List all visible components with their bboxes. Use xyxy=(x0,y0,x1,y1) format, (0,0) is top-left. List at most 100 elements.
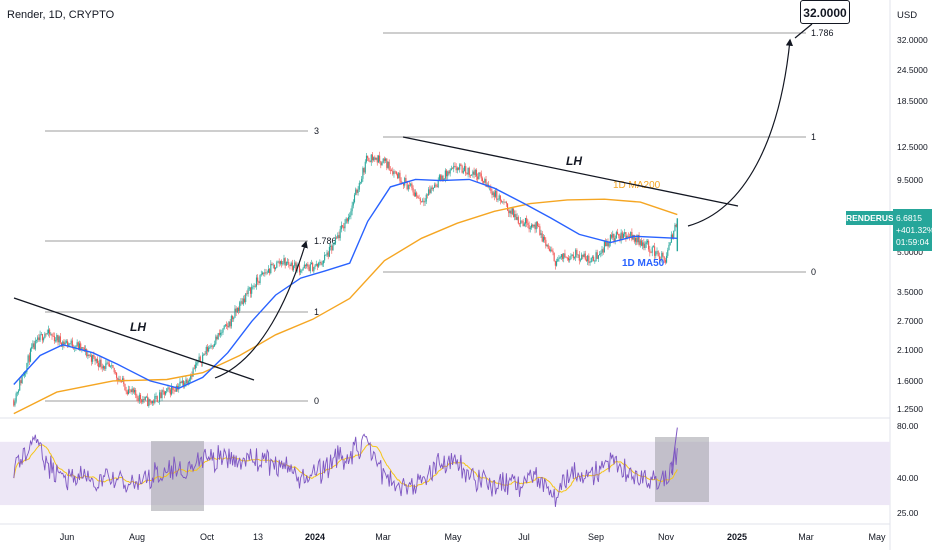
candle-body xyxy=(163,391,165,395)
candle-body xyxy=(171,386,173,395)
candle-body xyxy=(295,262,297,272)
candle-body xyxy=(399,172,401,181)
candle-body xyxy=(622,234,625,238)
candle-body xyxy=(93,355,95,357)
candle-body xyxy=(509,210,511,214)
candle-body xyxy=(116,372,118,378)
candle-body xyxy=(405,177,407,183)
candle-body xyxy=(65,341,67,343)
candle-body xyxy=(550,249,552,251)
candle-body xyxy=(212,346,214,347)
candle-body xyxy=(38,337,40,341)
candle-body xyxy=(651,247,653,253)
candle-body xyxy=(510,210,512,214)
candle-body xyxy=(437,180,439,187)
candle-body xyxy=(469,174,472,176)
candle-body xyxy=(216,336,218,340)
candle-body xyxy=(418,198,420,199)
candle-body xyxy=(453,165,455,169)
candle-body xyxy=(37,337,39,340)
candle-body xyxy=(618,233,620,236)
candle-body xyxy=(434,184,436,188)
candle-body xyxy=(425,194,427,202)
time-tick-label: Mar xyxy=(375,532,391,542)
candle-body xyxy=(326,252,328,255)
candle-body xyxy=(263,272,265,274)
candle-body xyxy=(155,396,157,397)
candle-body xyxy=(71,340,73,347)
candle-body xyxy=(553,252,555,262)
candle-body xyxy=(107,362,109,364)
candle-body xyxy=(435,184,437,186)
candle-body xyxy=(432,187,434,190)
candle-body xyxy=(150,401,152,404)
candle-body xyxy=(279,261,281,264)
price-tick-label: 12.5000 xyxy=(897,142,928,152)
candle-body xyxy=(287,261,289,263)
candle-body xyxy=(41,334,44,341)
candle-body xyxy=(308,266,310,272)
candle-body xyxy=(351,205,353,212)
candle-body xyxy=(457,167,460,170)
candle-body xyxy=(567,257,570,261)
rsi-last-spike xyxy=(670,427,678,474)
candle-body xyxy=(144,396,146,400)
candle-body xyxy=(300,270,302,273)
candle-body xyxy=(460,164,462,166)
price-tick-label: 2.7000 xyxy=(897,316,923,326)
candle-body xyxy=(467,168,469,175)
candle-body xyxy=(585,259,588,262)
candle-body xyxy=(211,345,213,347)
candle-body xyxy=(240,301,242,303)
candle-body xyxy=(230,316,232,327)
fib-label-right: 1 xyxy=(811,132,816,142)
candle-body xyxy=(248,287,250,289)
candle-body xyxy=(484,179,486,183)
candle-body xyxy=(101,366,103,369)
candle-body xyxy=(226,324,228,326)
fib-label-left: 0 xyxy=(314,396,319,406)
candle-body xyxy=(46,333,48,335)
candle-body xyxy=(380,161,382,166)
candle-body xyxy=(394,171,396,173)
candle-body xyxy=(404,177,406,186)
candle-body xyxy=(282,263,284,265)
candle-body xyxy=(64,342,66,345)
candle-body xyxy=(330,245,332,247)
candle-body xyxy=(601,249,603,254)
candle-body xyxy=(57,335,59,343)
candle-body xyxy=(407,185,409,190)
candle-body xyxy=(222,328,224,333)
candle-body xyxy=(359,182,362,184)
candle-body xyxy=(161,390,163,399)
candle-body xyxy=(283,258,285,264)
candle-body xyxy=(285,261,287,266)
candle-body xyxy=(350,211,352,216)
candle-body xyxy=(245,293,247,303)
candle-body xyxy=(474,169,476,175)
candle-body xyxy=(243,298,246,303)
candle-body xyxy=(668,244,670,251)
candle-body xyxy=(32,343,34,347)
candle-body xyxy=(275,267,277,269)
candle-body xyxy=(191,374,193,377)
target-price-label: 32.0000 xyxy=(800,0,850,24)
candle-body xyxy=(551,249,553,252)
candle-body xyxy=(258,281,260,284)
candle-body xyxy=(234,308,236,318)
candle-body xyxy=(441,175,443,181)
candle-body xyxy=(241,301,243,305)
candle-body xyxy=(16,392,18,394)
candle-body xyxy=(600,253,602,255)
candle-body xyxy=(265,272,267,274)
candle-body xyxy=(135,389,137,396)
candle-body xyxy=(214,343,216,347)
candle-body xyxy=(203,353,205,356)
candle-body xyxy=(31,346,33,349)
candle-body xyxy=(332,244,334,251)
candle-body xyxy=(565,257,567,259)
candle-body xyxy=(558,258,560,259)
candle-body xyxy=(431,187,433,190)
